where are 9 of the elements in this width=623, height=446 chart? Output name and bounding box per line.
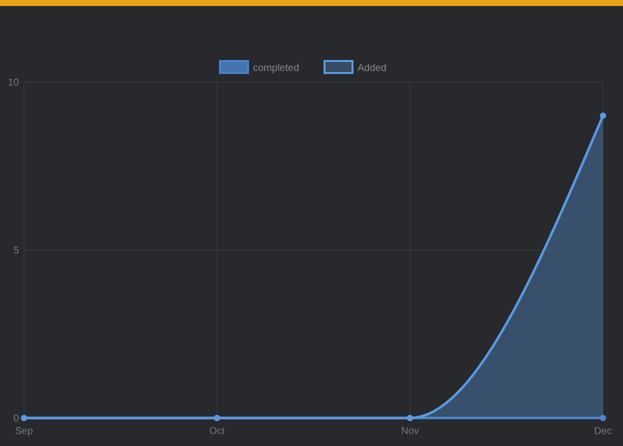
y-tick-label: 0 — [13, 414, 20, 424]
y-tick-label: 10 — [8, 78, 20, 88]
x-tick-label: Oct — [209, 426, 225, 437]
legend-label: completed — [253, 63, 300, 74]
x-tick-label: Nov — [401, 426, 419, 437]
legend-label: Added — [358, 63, 386, 74]
x-tick-label: Dec — [594, 426, 612, 437]
y-tick-label: 5 — [13, 246, 20, 256]
x-tick-label: Sep — [15, 426, 34, 437]
